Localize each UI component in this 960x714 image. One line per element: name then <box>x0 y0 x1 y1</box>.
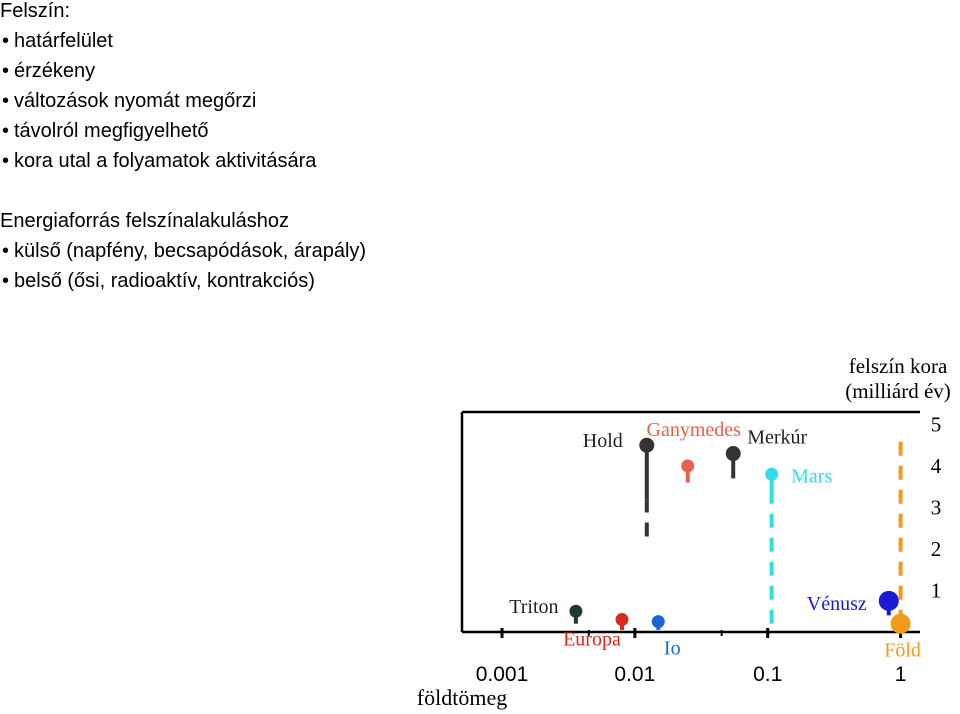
data-point-fld <box>890 613 911 634</box>
data-point-triton <box>569 604 583 618</box>
bullet-icon: • <box>2 120 10 142</box>
surface-bullet-3: • változások nyomát megőrzi <box>0 86 316 116</box>
surface-bullet-4: • távolról megfigyelhető <box>0 116 316 146</box>
bullet-text: távolról megfigyelhető <box>14 120 209 142</box>
point-label-triton: Triton <box>509 596 558 618</box>
point-label-ganymedes: Ganymedes <box>647 419 742 441</box>
bullet-icon: • <box>2 270 10 292</box>
bullet-text: külső (napfény, becsapódások, árapály) <box>14 240 367 262</box>
x-tick-label: 0.01 <box>614 663 655 686</box>
point-label-merkr: Merkúr <box>747 427 807 449</box>
bullet-icon: • <box>2 60 10 82</box>
y-tick-label: 3 <box>931 495 942 519</box>
point-label-europa: Europa <box>563 629 621 651</box>
point-label-io: Io <box>664 638 681 660</box>
data-point-io <box>651 615 665 629</box>
surface-bullet-2: • érzékeny <box>0 56 316 86</box>
bullet-icon: • <box>2 240 10 262</box>
bullet-text: belső (ősi, radioaktív, kontrakciós) <box>14 270 315 292</box>
surface-heading: Felszín: <box>0 0 71 22</box>
y-tick-label: 2 <box>931 537 942 561</box>
point-label-hold: Hold <box>583 430 623 452</box>
energy-section: Energiaforrás felszínalakuláshoz • külső … <box>0 206 366 296</box>
data-point-hold <box>639 437 655 453</box>
bullet-text: érzékeny <box>14 60 96 82</box>
x-axis-label: földtömeg <box>417 685 507 710</box>
data-point-merkr <box>725 446 741 462</box>
energy-bullet-1: • külső (napfény, becsapódások, árapály) <box>0 236 366 266</box>
data-point-vnusz <box>878 590 899 611</box>
surface-bullet-5: • kora utal a folyamatok aktivitására <box>0 146 316 176</box>
y-tick-label: 4 <box>931 454 942 478</box>
energy-heading: Energiaforrás felszínalakuláshoz <box>0 210 290 232</box>
bullet-text: határfelület <box>14 30 113 52</box>
x-tick-label: 1 <box>895 663 907 686</box>
energy-bullet-2: • belső (ősi, radioaktív, kontrakciós) <box>0 266 366 296</box>
y-tick-label: 1 <box>931 578 942 602</box>
bullet-icon: • <box>2 90 10 112</box>
bullet-icon: • <box>2 30 10 52</box>
data-point-europa <box>615 613 629 627</box>
point-label-vnusz: Vénusz <box>807 593 867 615</box>
right-axis-title-line2: (milliárd év) <box>845 379 951 403</box>
bullet-icon: • <box>2 150 10 172</box>
y-tick-label: 5 <box>931 412 942 436</box>
data-point-mars <box>765 467 779 481</box>
right-axis-title-line1: felszín kora <box>849 354 948 378</box>
bullet-text: változások nyomát megőrzi <box>14 90 257 112</box>
point-label-fld: Föld <box>884 640 921 662</box>
x-tick-label: 0.1 <box>753 663 782 686</box>
point-label-mars: Mars <box>791 465 832 487</box>
data-point-ganymedes <box>681 459 695 473</box>
surface-section: Felszín: • határfelület • érzékeny • változ… <box>0 0 316 176</box>
x-tick-label: 0.001 <box>476 663 529 686</box>
surface-bullet-1: • határfelület <box>0 26 316 56</box>
bullet-text: kora utal a folyamatok aktivitására <box>14 150 317 172</box>
